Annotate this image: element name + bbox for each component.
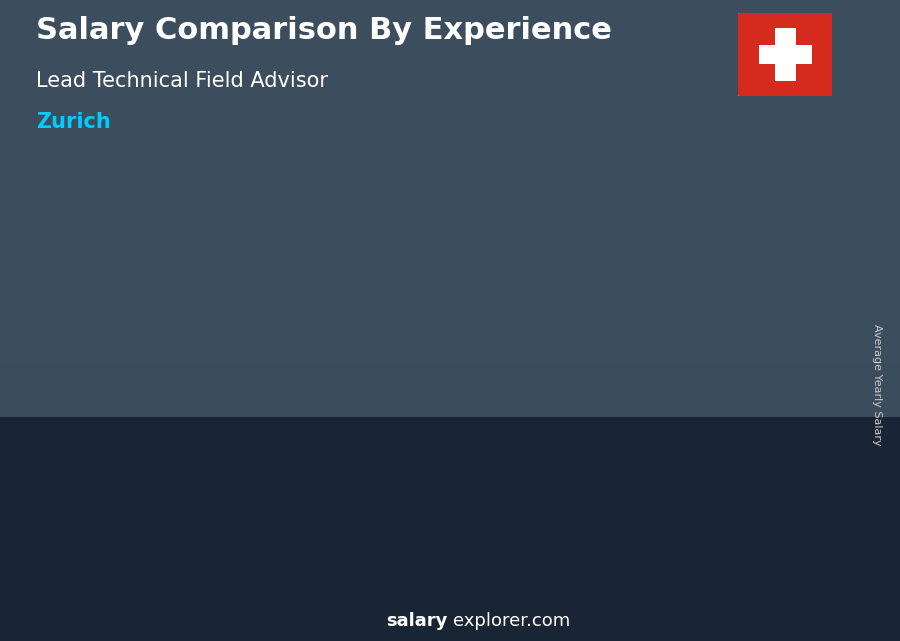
Polygon shape — [90, 451, 98, 558]
Text: +6%: +6% — [542, 261, 591, 280]
Text: salary: salary — [386, 612, 447, 630]
Polygon shape — [342, 359, 422, 362]
Text: 174,000 CHF: 174,000 CHF — [343, 342, 428, 355]
Text: 213,000 CHF: 213,000 CHF — [472, 299, 558, 312]
Bar — [759, 46, 812, 63]
Text: 132,000 CHF: 132,000 CHF — [217, 390, 303, 403]
Polygon shape — [216, 407, 223, 558]
Polygon shape — [342, 362, 415, 558]
Polygon shape — [719, 274, 726, 558]
Text: explorer.com: explorer.com — [453, 612, 570, 630]
Text: Average Yearly Salary: Average Yearly Salary — [872, 324, 883, 445]
Bar — [775, 28, 796, 81]
Polygon shape — [467, 318, 540, 558]
Polygon shape — [90, 453, 163, 558]
Text: +31%: +31% — [284, 316, 346, 335]
Polygon shape — [216, 409, 289, 558]
Text: +10%: +10% — [661, 236, 724, 255]
Text: 93,200 CHF: 93,200 CHF — [86, 433, 164, 446]
Polygon shape — [90, 451, 171, 453]
Polygon shape — [467, 315, 548, 318]
FancyBboxPatch shape — [736, 11, 834, 98]
Polygon shape — [593, 303, 666, 558]
Polygon shape — [719, 278, 792, 558]
Polygon shape — [342, 359, 349, 558]
Text: 249,000 CHF: 249,000 CHF — [768, 258, 853, 271]
Text: Lead Technical Field Advisor: Lead Technical Field Advisor — [36, 71, 328, 90]
Text: +23%: +23% — [410, 272, 472, 291]
Polygon shape — [216, 407, 296, 409]
Text: Zurich: Zurich — [36, 112, 111, 132]
Text: Salary Comparison By Experience: Salary Comparison By Experience — [36, 16, 612, 45]
Polygon shape — [719, 274, 799, 278]
Text: 227,000 CHF: 227,000 CHF — [598, 283, 684, 296]
Polygon shape — [467, 315, 475, 558]
Polygon shape — [593, 299, 673, 303]
Polygon shape — [593, 299, 600, 558]
Text: +42%: +42% — [158, 361, 221, 380]
